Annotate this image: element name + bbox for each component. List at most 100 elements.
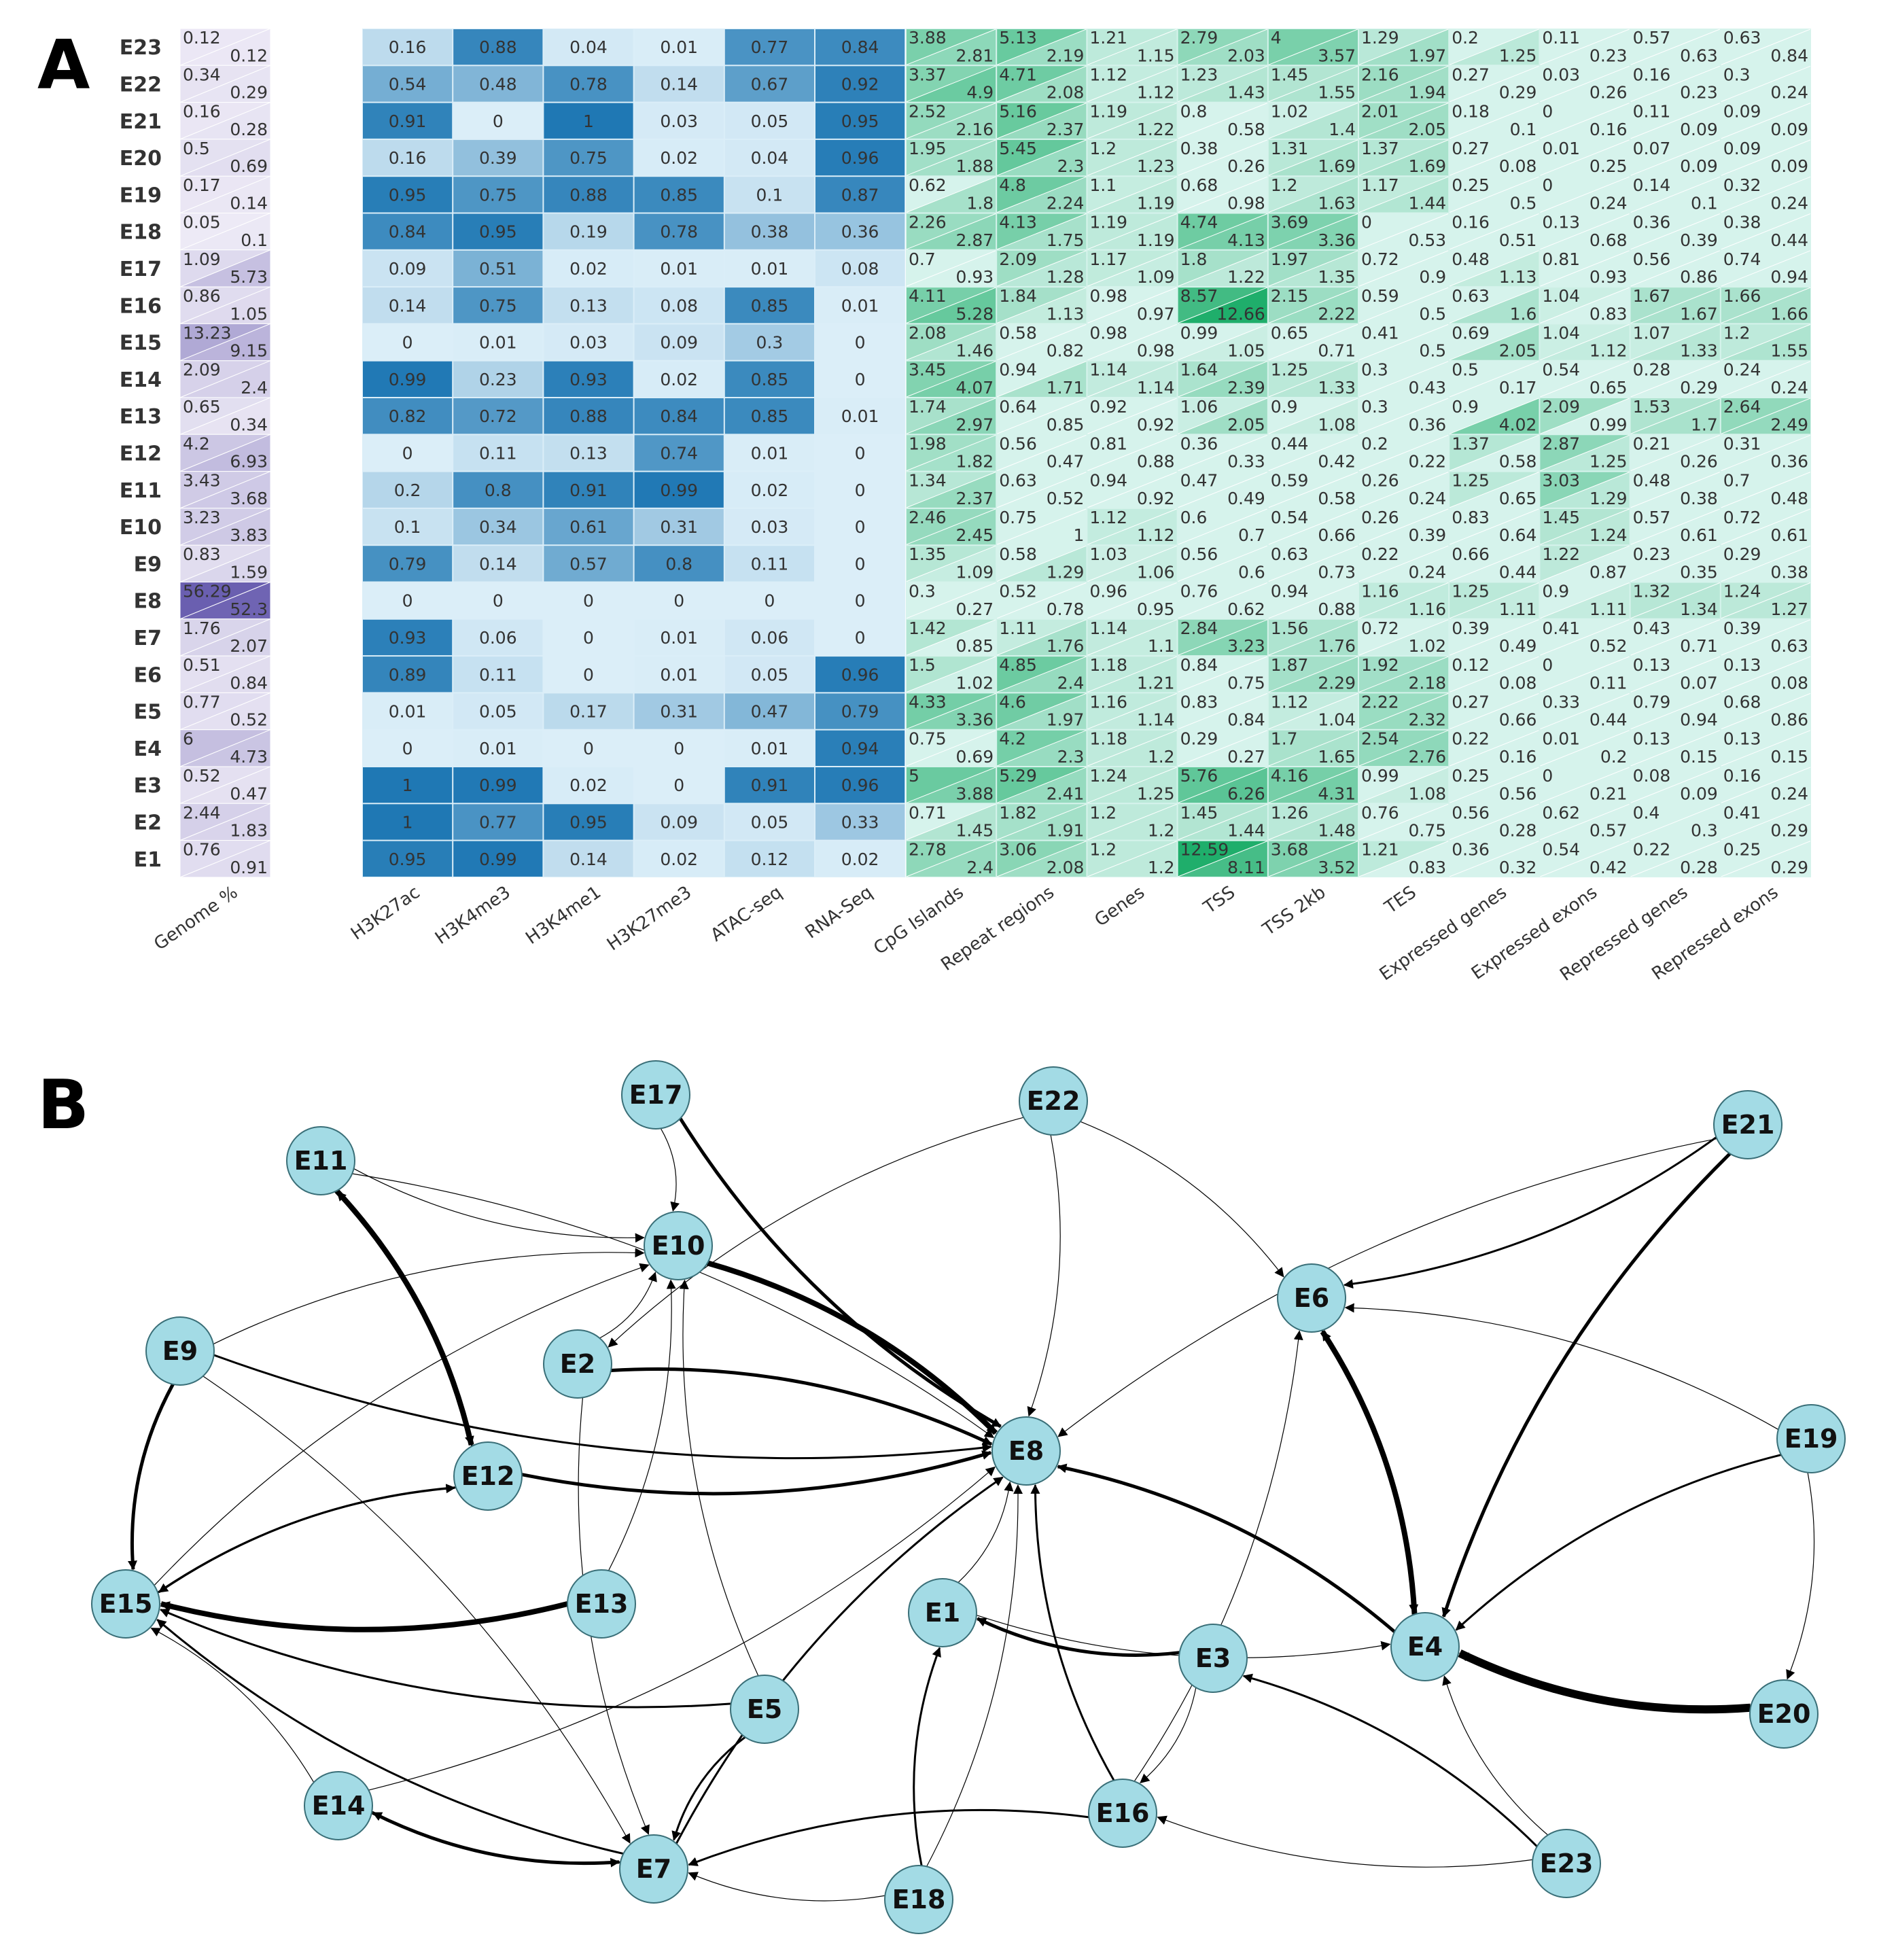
enrichment-cell-divider (1540, 65, 1630, 103)
enrichment-value-lower: 0.23 (1590, 46, 1628, 65)
mark-cell (544, 619, 633, 656)
mark-value: 0.85 (660, 185, 698, 205)
node-circle (730, 1675, 799, 1744)
enrichment-value-upper: 0.09 (1723, 139, 1761, 158)
enrichment-value-upper: 1.23 (1180, 65, 1218, 84)
enrichment-value-upper: 1.67 (1633, 286, 1671, 306)
genome-value-lower: 0.84 (230, 673, 268, 693)
edge-E18-to-E7 (688, 1872, 885, 1902)
enrichment-value-upper: 0.41 (1723, 803, 1761, 822)
mark-cell (634, 139, 724, 176)
mark-value: 0.17 (569, 702, 608, 722)
enrichment-cell-divider (1087, 398, 1177, 434)
enrichment-cell-divider (1087, 65, 1177, 103)
enrichment-value-upper: 1.04 (1542, 323, 1580, 343)
mark-cell (724, 177, 814, 213)
enrichment-cell-divider (1630, 803, 1720, 841)
row-label-E9: E9 (134, 553, 162, 576)
mark-cell (634, 657, 724, 693)
enrichment-value-upper: 0.11 (1633, 102, 1671, 122)
enrichment-value-lower: 0.36 (1770, 452, 1808, 472)
enrichment-value-upper: 0.21 (1633, 434, 1671, 453)
enrichment-value-lower: 1.48 (1318, 821, 1356, 841)
row-label-E5: E5 (134, 701, 162, 724)
mark-value: 0 (855, 443, 866, 463)
mark-cell (724, 619, 814, 656)
mark-value: 0.11 (479, 443, 517, 463)
mark-cell (634, 730, 724, 766)
enrichment-value-upper: 2.16 (1361, 65, 1399, 84)
edge-E11-to-E12 (334, 1189, 474, 1446)
enrichment-value-upper: 0.03 (1542, 65, 1580, 84)
mark-value: 0.38 (751, 222, 789, 242)
mark-cell (634, 103, 724, 139)
enrichment-cell-divider (1178, 693, 1267, 730)
enrichment-value-upper: 3.37 (909, 65, 947, 84)
mark-cell (544, 730, 633, 766)
edge-E19-to-E20 (1786, 1472, 1815, 1680)
row-label-E7: E7 (134, 627, 162, 650)
enrichment-value-upper: 0.28 (1633, 360, 1671, 380)
enrichment-cell-divider (906, 803, 996, 841)
enrichment-value-lower: 1.29 (1047, 563, 1085, 582)
enrichment-value-upper: 1.74 (909, 397, 947, 417)
enrichment-value-upper: 0.68 (1180, 175, 1218, 195)
enrichment-value-lower: 1.35 (1318, 267, 1356, 287)
mark-value: 0.67 (751, 74, 789, 94)
enrichment-value-lower: 1.02 (1409, 636, 1447, 656)
enrichment-value-lower: 0.65 (1590, 378, 1628, 398)
mark-cell (363, 804, 453, 840)
mark-value: 0 (855, 333, 866, 353)
enrichment-value-upper: 0.38 (1723, 213, 1761, 232)
enrichment-value-upper: 0.76 (1361, 803, 1399, 822)
mark-cell (544, 103, 633, 139)
enrichment-value-upper: 0.72 (1361, 249, 1399, 269)
enrichment-value-lower: 0.39 (1409, 525, 1447, 545)
edge-E14-to-E15 (150, 1628, 315, 1783)
edge-E4-to-E6 (1320, 1330, 1418, 1615)
genome-value-lower: 52.3 (230, 599, 268, 619)
genome-value-lower: 3.68 (230, 489, 268, 508)
enrichment-value-lower: 0.49 (1499, 636, 1537, 656)
col-label-enrichment: TSS (1199, 882, 1239, 918)
enrichment-cell-divider (1540, 323, 1630, 361)
mark-cell (724, 508, 814, 545)
enrichment-value-lower: 1.1 (1148, 636, 1175, 656)
enrichment-value-upper: 1.21 (1361, 840, 1399, 860)
enrichment-value-upper: 4.8 (999, 175, 1026, 195)
enrichment-cell-divider (1721, 323, 1811, 361)
enrichment-cell-divider (906, 323, 996, 361)
enrichment-cell-divider (1178, 545, 1267, 582)
edge-E11-to-E10 (353, 1168, 645, 1243)
genome-value-upper: 0.16 (183, 102, 221, 122)
enrichment-value-lower: 2.05 (1409, 120, 1447, 139)
genome-value-upper: 1.76 (183, 618, 221, 638)
node-E15: E15 (91, 1569, 160, 1639)
mark-cell (544, 582, 633, 618)
enrichment-cell-divider (1540, 287, 1630, 323)
row-label-E6: E6 (134, 663, 162, 687)
mark-cell (453, 582, 543, 618)
enrichment-cell-divider (1087, 213, 1177, 250)
mark-value: 0.01 (660, 665, 698, 684)
enrichment-cell-divider (997, 139, 1087, 176)
mark-value: 0.93 (569, 370, 608, 389)
enrichment-value-upper: 0.08 (1633, 766, 1671, 786)
enrichment-value-upper: 1.2 (1723, 323, 1751, 343)
mark-value: 0.01 (660, 628, 698, 648)
mark-value: 0.85 (751, 296, 789, 315)
enrichment-cell-divider (1721, 656, 1811, 693)
enrichment-value-upper: 1.7 (1271, 729, 1298, 749)
enrichment-value-lower: 0.33 (1227, 452, 1265, 472)
enrichment-value-upper: 1.8 (1180, 249, 1208, 269)
enrichment-value-lower: 2.37 (956, 489, 994, 508)
mark-cell (544, 508, 633, 545)
enrichment-value-upper: 1.25 (1452, 471, 1490, 491)
enrichment-value-lower: 1.21 (1137, 673, 1175, 693)
node-E16: E16 (1088, 1779, 1157, 1848)
enrichment-value-lower: 1.22 (1137, 120, 1175, 139)
enrichment-cell-divider (1630, 287, 1720, 323)
mark-value: 0 (855, 554, 866, 574)
enrichment-value-lower: 1.25 (1499, 46, 1537, 65)
node-E18: E18 (884, 1865, 953, 1934)
